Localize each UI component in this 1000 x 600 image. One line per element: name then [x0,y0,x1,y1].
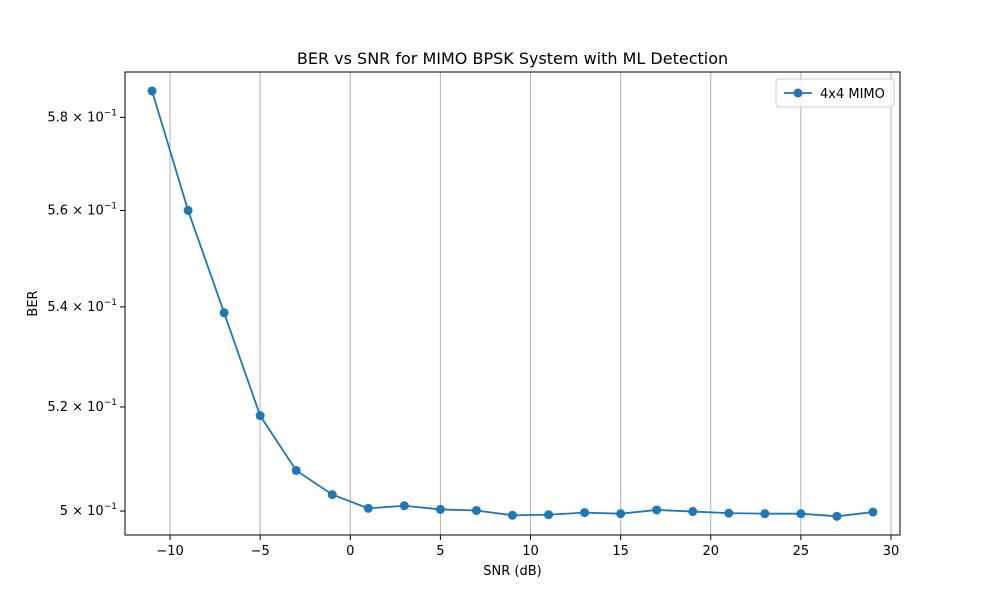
series-layer [147,86,878,521]
data-point [183,205,193,215]
chart-title: BER vs SNR for MIMO BPSK System with ML … [297,49,728,68]
y-axis-label: BER [26,290,41,316]
y-tick-label: 5 × 10−1 [60,502,117,519]
x-axis-label: SNR (dB) [483,564,541,579]
legend-entry: 4x4 MIMO [820,87,885,102]
data-point [363,503,373,513]
data-point [724,508,734,518]
data-point [616,509,626,519]
y-tick-label: 5.2 × 10−1 [47,398,117,415]
data-point [508,510,517,520]
data-point [255,411,265,421]
data-point [435,504,445,514]
y-tick-label: 5.8 × 10−1 [47,108,117,125]
data-point [652,505,662,515]
data-point [327,490,337,500]
x-tick-label: −5 [251,544,270,559]
data-point [796,509,806,519]
x-tick-label: 15 [612,544,629,559]
x-tick-label: 0 [346,544,354,559]
data-point [219,308,229,318]
legend-marker-swatch [793,88,803,98]
x-tick-label: 5 [436,544,444,559]
legend: 4x4 MIMO [775,78,895,108]
y-tick-label: 5.6 × 10−1 [47,201,117,218]
data-point [760,509,770,519]
data-point [399,501,409,511]
plot-frame [124,71,901,536]
x-tick-label: 25 [793,544,810,559]
data-point [291,465,301,475]
ticks-layer: −10 −5 0 5 10 15 20 25 30 5 × 10−1 5.2 × 10−1 5.4 ×… [47,108,899,559]
x-tick-label: 30 [883,544,900,559]
x-tick-label: −10 [156,544,183,559]
data-point [544,510,554,520]
data-point [832,511,842,521]
x-tick-label: 10 [522,544,539,559]
data-point [471,505,481,515]
legend-box [775,78,895,108]
y-tick-label: 5.4 × 10−1 [47,298,117,315]
data-point [868,507,878,517]
data-point [688,507,698,517]
data-point [580,508,590,518]
data-point [147,86,157,96]
x-tick-label: 20 [702,544,719,559]
